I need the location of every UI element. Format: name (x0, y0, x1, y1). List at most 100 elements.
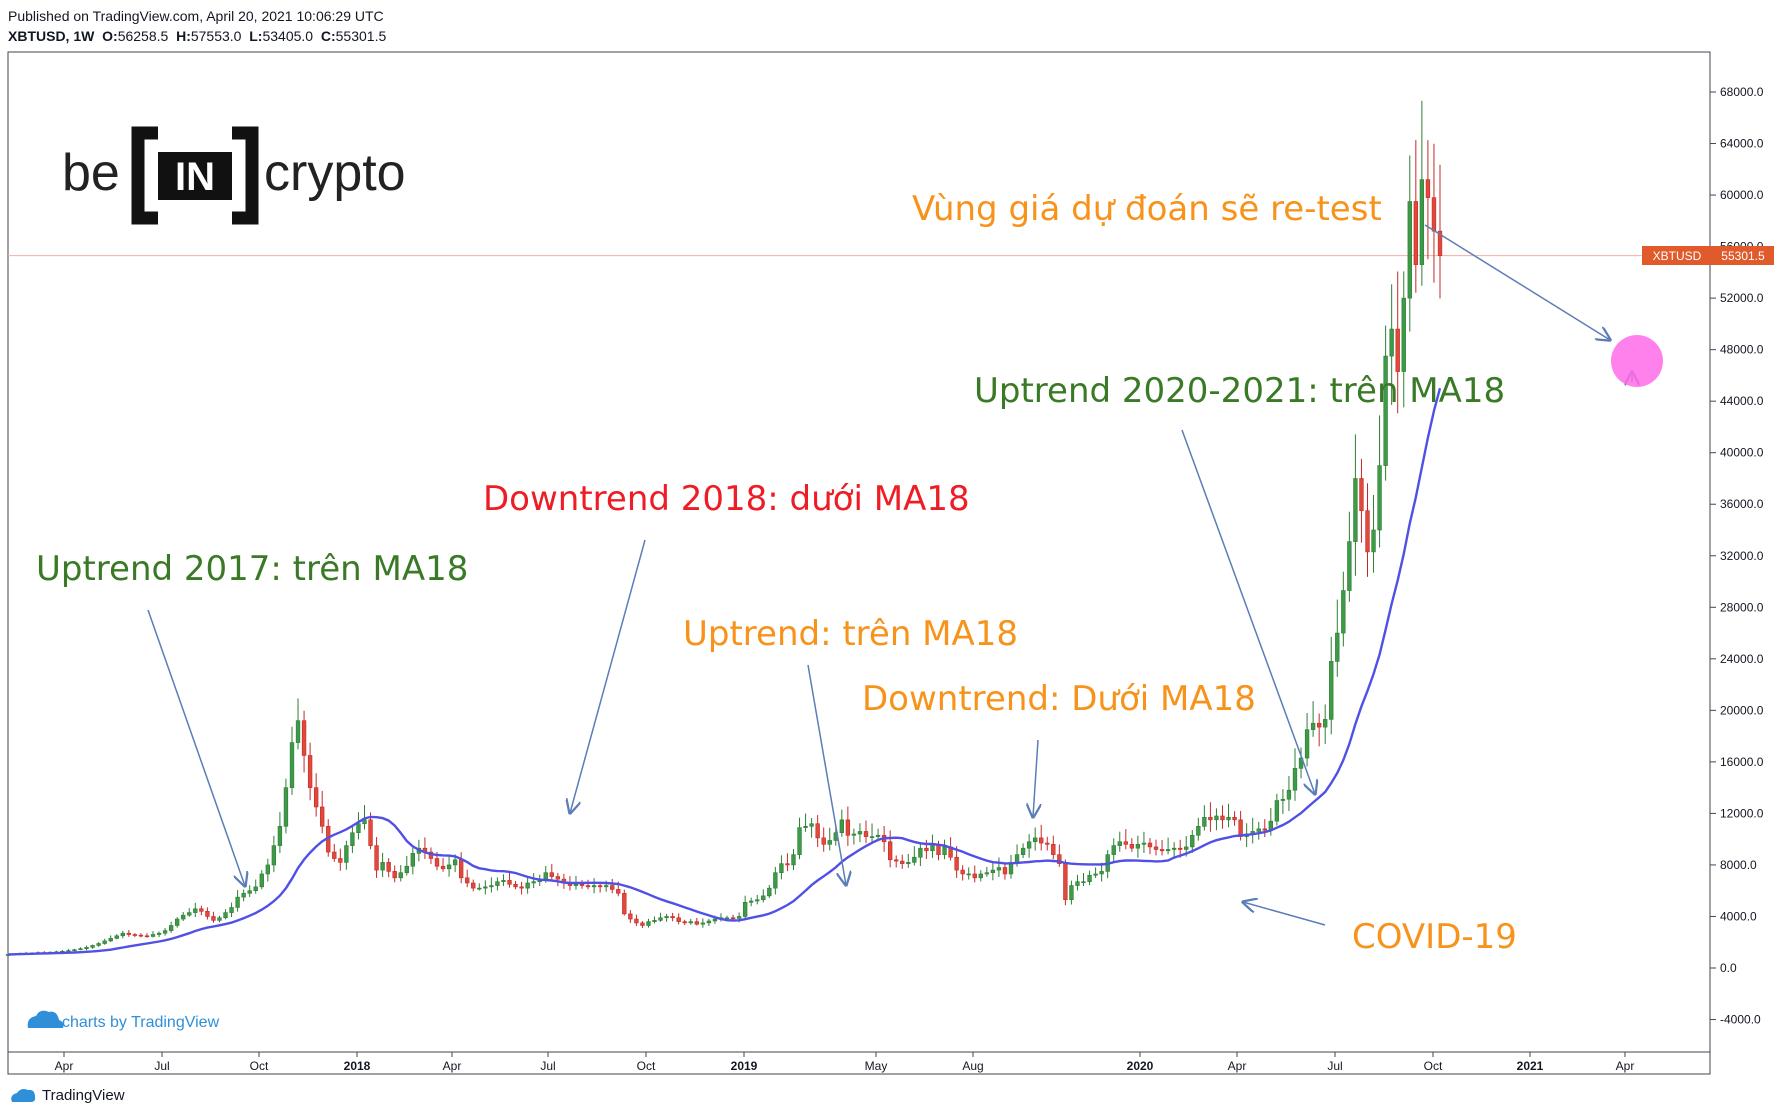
candle-up (452, 859, 458, 866)
candle-down (465, 877, 470, 884)
annotation-uptrend-2019: Uptrend: trên MA18 (683, 614, 1018, 654)
candle-down (374, 845, 379, 871)
candle-up (235, 896, 240, 908)
candle-up (398, 872, 403, 879)
retest-zone-circle (1611, 335, 1663, 387)
candle-up (724, 917, 730, 920)
logo-be: be (62, 144, 120, 202)
candle-down (694, 921, 699, 925)
candle-down (301, 720, 307, 756)
candle-up (295, 720, 301, 743)
candle-up (1383, 355, 1388, 466)
candle-up (108, 938, 113, 942)
y-tick-label: -4000.0 (1720, 1013, 1761, 1027)
candle-up (350, 832, 355, 846)
candle-down (313, 787, 319, 808)
candle-down (924, 847, 929, 852)
close-label: C: (320, 28, 336, 44)
candle-down (205, 911, 210, 917)
candle-up (996, 867, 1002, 871)
y-tick-label: 68000.0 (1720, 85, 1764, 99)
candle-down (682, 921, 687, 924)
candle-up (736, 916, 742, 919)
candle-up (1226, 816, 1231, 821)
candle-down (960, 869, 965, 875)
y-tick-label: 20000.0 (1720, 703, 1764, 717)
candle-up (646, 921, 651, 926)
candle-up (1310, 722, 1316, 730)
candle-up (1371, 529, 1376, 553)
candle-up (1135, 844, 1141, 849)
candle-up (223, 912, 228, 919)
candle-down (1123, 841, 1128, 845)
x-tick-label: Apr (443, 1059, 462, 1073)
annotation-downtrend-2018: Downtrend 2018: dưới MA18 (483, 479, 970, 519)
candle-up (857, 831, 863, 835)
candle-up (706, 920, 712, 924)
candle-down (513, 883, 518, 888)
candle-up (1347, 541, 1352, 591)
candle-up (1099, 871, 1104, 875)
candle-up (1111, 845, 1116, 855)
candle-down (785, 863, 790, 866)
tradingview-watermark[interactable]: charts by TradingView (27, 1010, 220, 1031)
candle-up (217, 917, 222, 921)
candle-down (307, 755, 313, 788)
footer-brand[interactable]: TradingView (8, 1087, 125, 1104)
candle-up (1214, 815, 1219, 821)
candle-up (1075, 881, 1080, 886)
published-line: Published on TradingView.com, April 20, … (8, 8, 384, 24)
candle-up (1014, 854, 1020, 863)
candle-up (259, 873, 264, 888)
candle-down (471, 882, 476, 889)
candle-up (156, 932, 162, 935)
candle-up (839, 819, 844, 834)
candle-up (477, 887, 482, 890)
candle-down (640, 922, 645, 926)
y-tick-label: 44000.0 (1720, 394, 1764, 408)
candle-up (1298, 757, 1304, 769)
candle-up (271, 845, 277, 866)
candle-down (1395, 328, 1400, 372)
annotation-uptrend-2017: Uptrend 2017: trên MA18 (36, 549, 468, 589)
candle-up (742, 901, 748, 917)
candle-down (622, 892, 627, 915)
candle-down (1159, 849, 1165, 852)
candle-up (495, 881, 500, 886)
candle-up (1341, 590, 1346, 634)
x-tick-label: Apr (55, 1059, 74, 1073)
watermark-text: charts by TradingView (62, 1014, 220, 1031)
candle-down (815, 823, 820, 839)
candle-up (990, 869, 996, 873)
open-value: 56258.5 (117, 28, 169, 44)
ohlc-line: XBTUSD, 1W O:56258.5 H:57553.0 L:53405.0… (8, 28, 386, 44)
time-axis: Apr Jul Oct 2018 Apr Jul Oct 2019 May Aug 2020 Apr J… (55, 1052, 1634, 1073)
candle-down (440, 865, 446, 870)
candle-down (821, 837, 826, 845)
candle-up (688, 921, 693, 924)
price-tag-symbol: XBTUSD (1653, 249, 1702, 263)
candle-up (1081, 881, 1086, 883)
candle-down (634, 918, 639, 924)
candle-up (712, 918, 718, 922)
candle-up (253, 886, 258, 892)
candle-down (386, 862, 391, 872)
candle-down (1147, 842, 1153, 848)
x-tick-label: Apr (1228, 1059, 1247, 1073)
candle-down (338, 858, 343, 863)
candle-down (132, 934, 138, 936)
candle-up (1401, 297, 1406, 372)
candle-up (446, 864, 452, 870)
candle-up (1256, 828, 1261, 832)
candle-down (585, 885, 591, 888)
candle-down (610, 885, 615, 890)
candle-up (1117, 841, 1122, 846)
candle-down (138, 934, 144, 937)
candle-down (1232, 816, 1237, 821)
candle-down (392, 871, 397, 879)
y-tick-label: 52000.0 (1720, 291, 1764, 305)
candle-down (368, 819, 373, 846)
bein-crypto-logo: be IN crypto (62, 126, 406, 225)
candle-up (978, 873, 983, 879)
